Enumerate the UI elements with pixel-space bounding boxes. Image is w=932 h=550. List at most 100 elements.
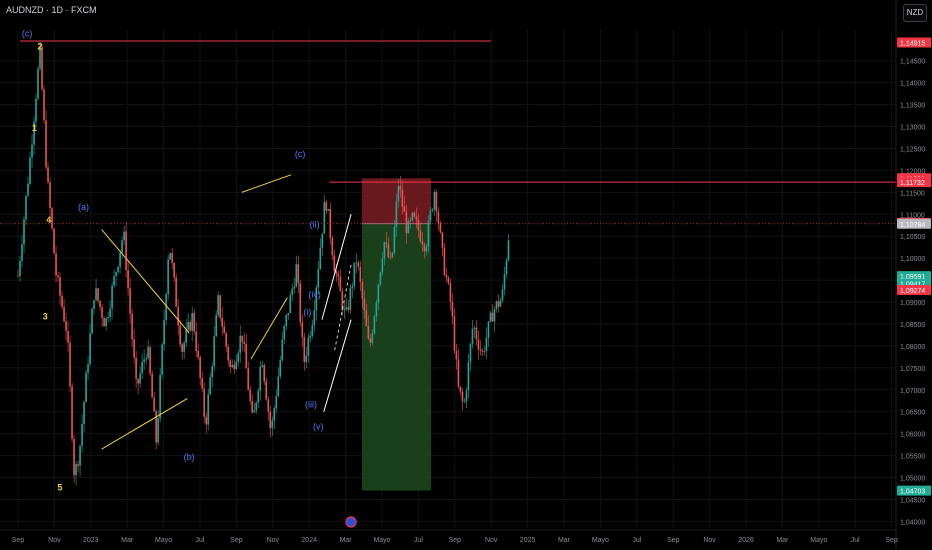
trendline xyxy=(101,229,190,334)
candle-body xyxy=(141,361,143,374)
candle-body xyxy=(395,201,398,228)
wave-label: (c) xyxy=(295,149,306,159)
y-tick-label: 1,12500 xyxy=(900,146,925,153)
candle-body xyxy=(425,247,428,252)
candle-body xyxy=(75,464,77,476)
wave-label: 5 xyxy=(57,483,62,493)
candle-body xyxy=(447,277,450,284)
trendline xyxy=(321,214,352,320)
candle-body xyxy=(499,300,502,307)
candle-body xyxy=(195,331,197,351)
price-badge xyxy=(897,285,931,296)
candle-body xyxy=(377,284,380,303)
candle-body xyxy=(215,314,217,337)
candle-body xyxy=(419,230,422,242)
candle-body xyxy=(173,263,175,278)
candle-body xyxy=(305,355,308,363)
candle-body xyxy=(97,288,99,301)
candle-body xyxy=(203,388,205,417)
candle-body xyxy=(207,394,209,425)
position-zones[interactable] xyxy=(361,178,432,491)
wave-label: 2 xyxy=(37,42,42,52)
candle-body xyxy=(423,244,426,252)
candle-body xyxy=(279,360,282,377)
candle-body xyxy=(431,209,434,211)
candle-body xyxy=(257,390,260,403)
candle-body xyxy=(229,360,232,368)
candle-body xyxy=(273,408,276,421)
candle-body xyxy=(437,211,440,224)
candle-body xyxy=(383,242,386,259)
candle-body xyxy=(321,233,324,248)
candle-body xyxy=(367,325,370,339)
time-axis[interactable]: Sep Nov 2023 Mar Mayo Jul Sep Nov 2024 Mar Mayo Jul… xyxy=(0,529,898,544)
y-tick-label: 1,09000 xyxy=(900,300,925,307)
candle-body xyxy=(381,258,384,273)
candle-body xyxy=(185,329,187,343)
candle-body xyxy=(131,313,133,340)
candle-body xyxy=(87,364,89,373)
x-tick-label: Jul xyxy=(196,537,205,544)
x-tick-label: 2026 xyxy=(738,537,754,544)
candle-body xyxy=(479,349,482,351)
candle-body xyxy=(507,240,510,261)
candle-body xyxy=(73,438,75,476)
chart-grid xyxy=(0,30,896,528)
y-tick-label: 1,11500 xyxy=(900,190,925,197)
candle-body xyxy=(91,308,93,334)
y-tick-label: 1,10500 xyxy=(900,234,925,241)
candle-body xyxy=(389,257,392,258)
candle-body xyxy=(363,299,366,311)
candle-body xyxy=(337,273,340,277)
candle-body xyxy=(505,260,508,275)
currency-button[interactable]: NZD xyxy=(903,4,927,22)
candle-body xyxy=(37,68,39,99)
candle-body xyxy=(359,266,362,283)
trendlines[interactable] xyxy=(0,40,896,450)
candle-body xyxy=(183,342,185,352)
x-tick-label: Jul xyxy=(632,537,641,544)
candle-body xyxy=(143,359,145,362)
x-tick-label: Mar xyxy=(776,537,789,544)
candle-body xyxy=(443,247,446,276)
candle-body xyxy=(211,366,213,378)
candle-body xyxy=(179,325,181,345)
candle-body xyxy=(249,389,252,402)
candle-body xyxy=(473,327,476,329)
x-tick-label: Jul xyxy=(851,537,860,544)
candle-body xyxy=(171,252,173,264)
candle-body xyxy=(197,350,199,358)
candle-body xyxy=(413,212,416,217)
candle-body xyxy=(379,272,382,285)
x-tick-label: Mayo xyxy=(810,537,827,544)
candle-body xyxy=(109,308,111,318)
candle-body xyxy=(115,272,117,276)
candle-body xyxy=(373,316,376,334)
candle-body xyxy=(25,195,27,220)
candle-body xyxy=(427,220,430,248)
candle-body xyxy=(49,182,51,209)
trendline xyxy=(250,297,288,360)
candle-body xyxy=(411,212,414,220)
candle-body xyxy=(317,268,320,288)
candle-body xyxy=(243,341,246,345)
x-tick-label: Jul xyxy=(414,537,423,544)
candle-body xyxy=(449,283,452,303)
x-tick-label: 2024 xyxy=(301,537,317,544)
x-tick-label: Sep xyxy=(885,537,898,544)
candle-body xyxy=(155,411,157,443)
price-badge xyxy=(897,485,931,496)
candle-body xyxy=(51,208,53,229)
candle-body xyxy=(29,157,31,184)
price-axis[interactable]: 1,14500 1,14000 1,13500 1,13000 1,12500 1,120… xyxy=(895,0,932,550)
candle-body xyxy=(235,361,238,370)
candle-body xyxy=(113,275,115,286)
candle-body xyxy=(415,216,418,220)
x-tick-label: 2025 xyxy=(520,537,536,544)
candle-body xyxy=(291,288,294,295)
y-tick-label: 1,11000 xyxy=(900,212,925,219)
candle-body xyxy=(371,333,374,343)
candle-body xyxy=(271,420,274,429)
candle-body xyxy=(163,319,165,345)
